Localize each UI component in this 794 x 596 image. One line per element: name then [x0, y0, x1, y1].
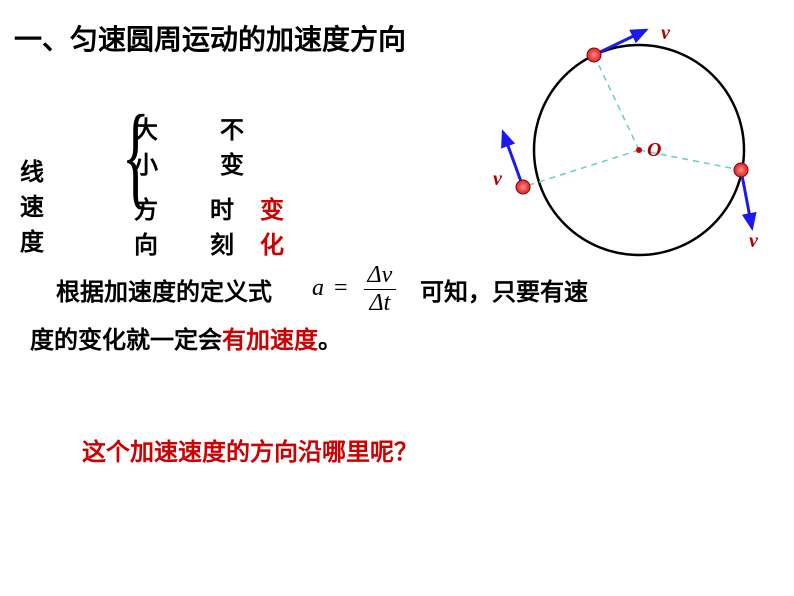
- direction-prop: 方向: [134, 190, 158, 260]
- svg-text:v: v: [661, 22, 671, 44]
- formula-eq: =: [334, 275, 348, 301]
- svg-text:v: v: [493, 168, 503, 190]
- line2-plain: 度的变化就一定会: [30, 327, 222, 354]
- formula-denominator: Δt: [364, 290, 397, 317]
- line2-end: 。: [318, 327, 342, 354]
- magnitude-prop: 大小: [134, 110, 158, 180]
- formula-lhs: a: [312, 275, 324, 301]
- direction-highlight: 变化: [260, 190, 284, 260]
- formula-numerator: Δv: [364, 262, 397, 290]
- magnitude-value: 不变: [220, 110, 244, 180]
- svg-text:O: O: [647, 139, 661, 161]
- formula-fraction: Δv Δt: [364, 262, 397, 317]
- section-title: 一、匀速圆周运动的加速度方向: [14, 18, 406, 58]
- paragraph-part2: 可知，只要有速: [420, 272, 588, 307]
- direction-prefix: 时刻: [210, 190, 234, 260]
- paragraph-line2: 度的变化就一定会有加速度。: [30, 320, 342, 355]
- line2-highlight: 有加速度: [222, 327, 318, 354]
- acceleration-formula: a = Δv Δt: [312, 262, 396, 317]
- question-text: 这个加速速度的方向沿哪里呢？: [82, 432, 418, 467]
- velocity-label: 线速度: [20, 152, 44, 257]
- svg-text:v: v: [749, 230, 759, 252]
- circular-motion-diagram: Ov v v: [479, 15, 779, 275]
- paragraph-part1: 根据加速度的定义式: [56, 272, 272, 307]
